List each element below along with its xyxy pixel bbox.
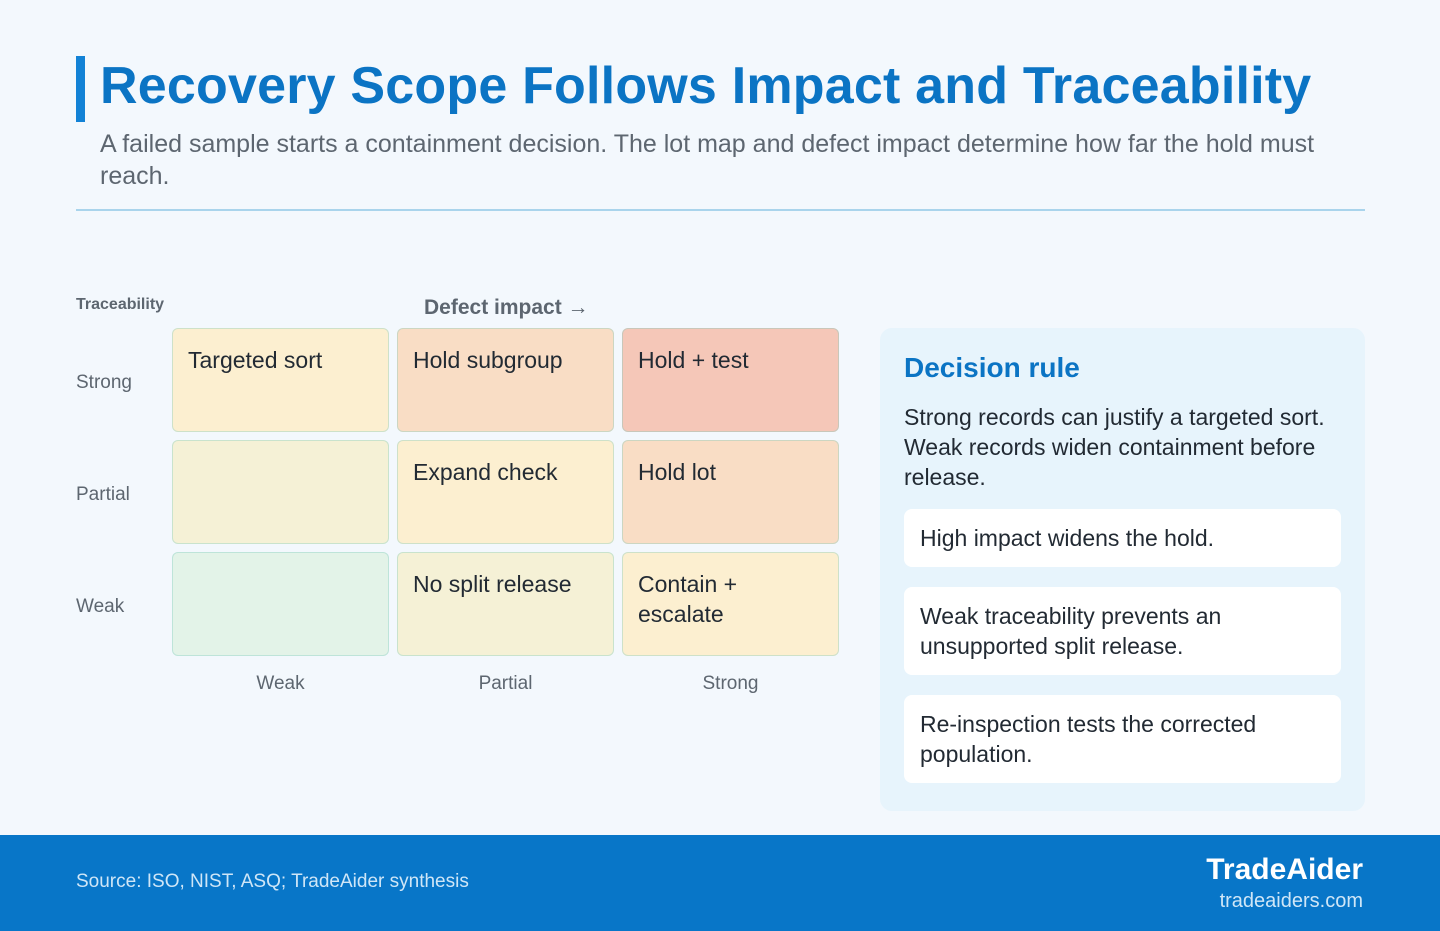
decision-rule-panel: Decision rule Strong records can justify…	[880, 328, 1365, 811]
matrix-cell	[172, 440, 389, 544]
x-axis-label: Defect impact →	[424, 296, 589, 319]
brand-name: TradeAider	[1206, 853, 1363, 886]
matrix-cell	[172, 552, 389, 656]
source-note: Source: ISO, NIST, ASQ; TradeAider synth…	[76, 871, 469, 892]
row-label-strong: Strong	[76, 372, 132, 393]
matrix-cell: Contain + escalate	[622, 552, 839, 656]
rule-point: Weak traceability prevents an unsupporte…	[904, 587, 1341, 675]
page-title: Recovery Scope Follows Impact and Tracea…	[100, 57, 1312, 115]
panel-title: Decision rule	[904, 352, 1080, 383]
matrix-cell: Hold subgroup	[397, 328, 614, 432]
rule-point: High impact widens the hold.	[904, 509, 1341, 567]
row-label-partial: Partial	[76, 484, 130, 505]
y-axis-label: Traceability	[76, 296, 165, 313]
column-label-partial: Partial	[478, 673, 533, 694]
brand-url: tradeaiders.com	[1219, 890, 1363, 912]
matrix-cell: Hold + test	[622, 328, 839, 432]
title-accent-bar	[76, 56, 85, 122]
column-label-strong: Strong	[702, 673, 759, 694]
panel-description: Strong records can justify a targeted so…	[904, 404, 1325, 490]
matrix-cell: Expand check	[397, 440, 614, 544]
header-divider	[76, 209, 1365, 211]
matrix-cell: Targeted sort	[172, 328, 389, 432]
rule-point: Re-inspection tests the corrected popula…	[904, 695, 1341, 783]
page-subtitle: A failed sample starts a containment dec…	[100, 130, 1315, 190]
matrix-cell: Hold lot	[622, 440, 839, 544]
column-label-weak: Weak	[256, 673, 305, 694]
row-label-weak: Weak	[76, 596, 125, 617]
matrix-cell: No split release	[397, 552, 614, 656]
footer: Source: ISO, NIST, ASQ; TradeAider synth…	[0, 835, 1440, 931]
